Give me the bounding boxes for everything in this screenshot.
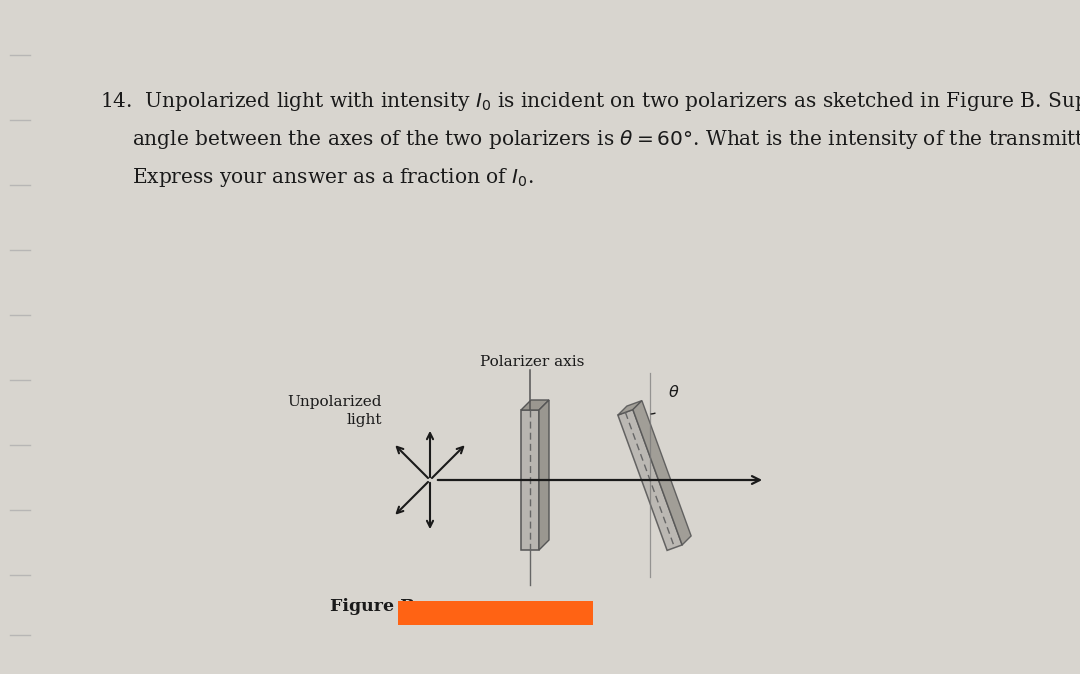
Text: Polarizer axis: Polarizer axis: [480, 355, 584, 369]
Polygon shape: [521, 400, 549, 410]
Text: $\theta$: $\theta$: [669, 384, 679, 401]
Polygon shape: [539, 400, 549, 550]
Polygon shape: [618, 400, 642, 415]
Text: angle between the axes of the two polarizers is $\theta = 60°$. What is the inte: angle between the axes of the two polari…: [132, 128, 1080, 151]
Polygon shape: [521, 410, 539, 550]
Text: Express your answer as a fraction of $I_0$.: Express your answer as a fraction of $I_…: [132, 166, 534, 189]
Bar: [399, 601, 593, 625]
Polygon shape: [618, 410, 683, 551]
Text: Unpolarized
light: Unpolarized light: [287, 395, 382, 427]
Polygon shape: [633, 400, 691, 545]
Text: Figure B: Figure B: [330, 598, 415, 615]
Text: 14.  Unpolarized light with intensity $I_0$ is incident on two polarizers as ske: 14. Unpolarized light with intensity $I_…: [100, 90, 1080, 113]
